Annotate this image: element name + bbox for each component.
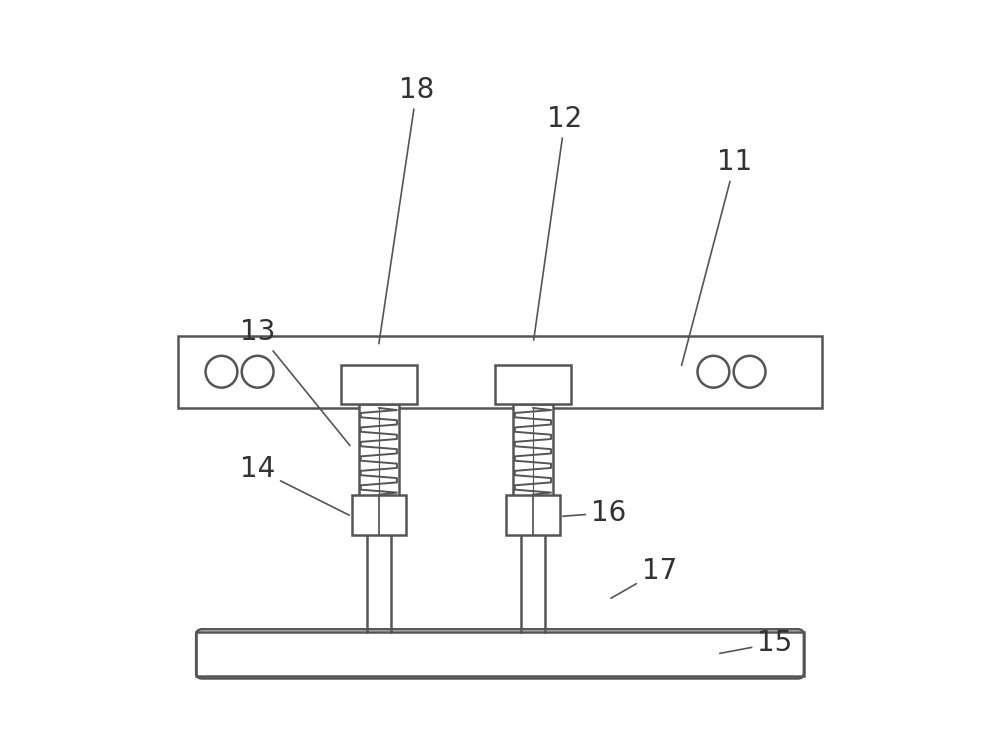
Bar [178, 335, 822, 408]
Bar [513, 405, 553, 523]
Text: 18: 18 [379, 76, 434, 343]
Bar [196, 632, 804, 676]
Text: 11: 11 [682, 148, 753, 365]
FancyBboxPatch shape [196, 629, 804, 679]
Bar [506, 495, 560, 534]
Text: 15: 15 [720, 629, 793, 657]
Bar [352, 495, 406, 534]
Circle shape [242, 356, 274, 388]
Text: 12: 12 [534, 104, 583, 340]
Text: 17: 17 [611, 557, 677, 599]
Circle shape [206, 356, 237, 388]
Circle shape [734, 356, 766, 388]
Circle shape [698, 356, 729, 388]
Text: 13: 13 [240, 318, 350, 445]
Text: 16: 16 [563, 499, 626, 527]
Text: 14: 14 [240, 456, 349, 515]
Bar [495, 364, 571, 405]
Bar [359, 405, 399, 523]
Bar [341, 364, 417, 405]
